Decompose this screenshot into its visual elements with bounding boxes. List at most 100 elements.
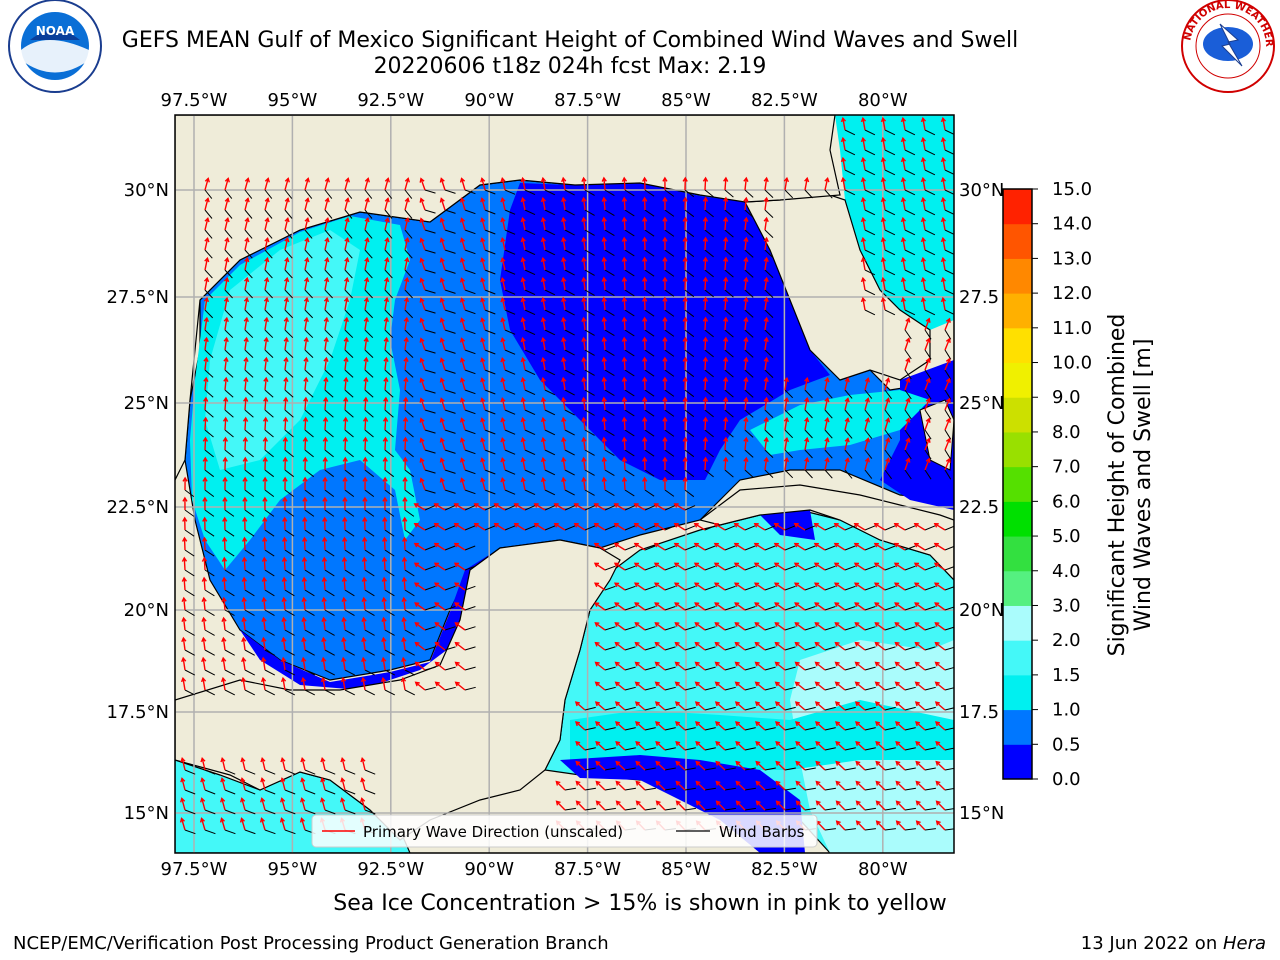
wave-arrow-head (702, 356, 709, 362)
wave-arrow (204, 358, 208, 371)
wind-barb (424, 429, 436, 434)
bahamas-land (919, 399, 954, 471)
wave-arrow (562, 357, 566, 371)
wave-arrow (203, 557, 206, 571)
wave-arrow-head (382, 416, 389, 422)
wave-arrow-head (880, 296, 887, 303)
wave-arrow-head (540, 396, 547, 403)
wave-arrow-head (594, 602, 600, 607)
wave-arrow (744, 418, 747, 431)
wind-barb (684, 229, 695, 238)
wave-arrow (414, 503, 426, 511)
wave-arrow (223, 537, 226, 551)
wind-barb (504, 469, 516, 475)
wave-arrow-head (653, 582, 660, 588)
wind-barb (524, 489, 536, 496)
wind-barb (264, 509, 275, 517)
wave-arrow-head (945, 357, 951, 363)
wind-barb (864, 666, 876, 671)
wind-barb (624, 666, 636, 671)
wave-arrow (714, 562, 726, 571)
wind-barb (664, 666, 676, 671)
wave-arrow (182, 638, 186, 651)
wave-arrow-head (915, 780, 921, 786)
wind-barb (424, 469, 436, 474)
wave-arrow (904, 378, 910, 391)
wind-barb (924, 229, 936, 236)
wind-barb (424, 585, 436, 591)
wave-arrow (696, 800, 706, 811)
wind-barb (904, 209, 916, 216)
wind-barb (684, 505, 696, 511)
wind-barb (504, 489, 516, 495)
wind-barb (404, 489, 415, 498)
wave-arrow-head (323, 336, 329, 343)
wave-arrow-head (804, 456, 810, 463)
wave-arrow (304, 358, 308, 371)
lat-tick-label-right: 20°N (959, 600, 1004, 621)
wind-barb (644, 349, 655, 357)
wave-arrow-head (834, 622, 840, 627)
wind-barb (904, 249, 916, 256)
wind-barb (364, 789, 376, 795)
wind-barb (864, 787, 876, 791)
wave-arrow-head (202, 416, 209, 422)
wind-barb (824, 727, 836, 731)
wave-arrow (183, 577, 186, 591)
wave-arrow-head (581, 436, 587, 442)
wave-arrow-head (361, 576, 367, 582)
wind-barb (904, 149, 916, 156)
wind-barb (924, 309, 936, 316)
wave-arrow-head (915, 760, 921, 766)
wave-arrow (755, 721, 766, 731)
wind-barb (504, 209, 516, 215)
wind-barb (244, 509, 255, 517)
wind-barb (684, 747, 696, 751)
wave-arrow (915, 741, 926, 751)
wind-barb (804, 409, 813, 419)
wave-arrow (264, 198, 269, 211)
wind-barb (224, 189, 233, 199)
wave-arrow-head (940, 156, 947, 163)
wave-arrow-head (920, 276, 927, 283)
wind-barb (824, 389, 833, 399)
wind-barb (284, 289, 293, 299)
wind-barb (604, 626, 616, 631)
wave-arrow-head (419, 237, 425, 243)
map-subtitle: 20220606 t18z 024h fcst Max: 2.19 (373, 54, 767, 79)
wave-arrow-head (855, 800, 861, 806)
wind-barb (324, 789, 336, 795)
wind-barb (624, 646, 636, 651)
wave-arrow (902, 178, 906, 191)
wave-arrow (521, 378, 526, 391)
wave-arrow-head (804, 416, 810, 423)
wave-arrow-head (673, 542, 679, 548)
wave-arrow (915, 642, 926, 651)
colorbar-segment (1003, 674, 1032, 711)
wind-barb (704, 686, 716, 691)
wave-arrow-head (383, 296, 390, 303)
wave-arrow (744, 178, 747, 191)
wind-barb (884, 626, 896, 631)
wave-arrow-head (715, 740, 721, 746)
wind-barb (304, 769, 316, 775)
wind-barb (784, 606, 796, 611)
wave-arrow-head (261, 576, 267, 582)
wave-arrow-head (324, 216, 330, 223)
wave-arrow-head (402, 496, 408, 502)
wave-arrow-head (894, 661, 900, 667)
wave-arrow-head (182, 476, 188, 482)
wind-barb (204, 689, 216, 696)
wave-arrow (304, 278, 308, 291)
wave-arrow-head (723, 336, 729, 342)
wave-arrow-head (439, 437, 445, 443)
wind-barb (604, 189, 615, 197)
wind-barb (624, 747, 636, 751)
wave-arrow-head (621, 376, 628, 382)
wave-arrow (603, 317, 606, 331)
wave-arrow-head (662, 276, 668, 282)
wave-arrow (695, 781, 706, 791)
wind-barb (664, 545, 676, 551)
wave-arrow (204, 338, 208, 351)
wave-arrow-head (655, 740, 661, 746)
